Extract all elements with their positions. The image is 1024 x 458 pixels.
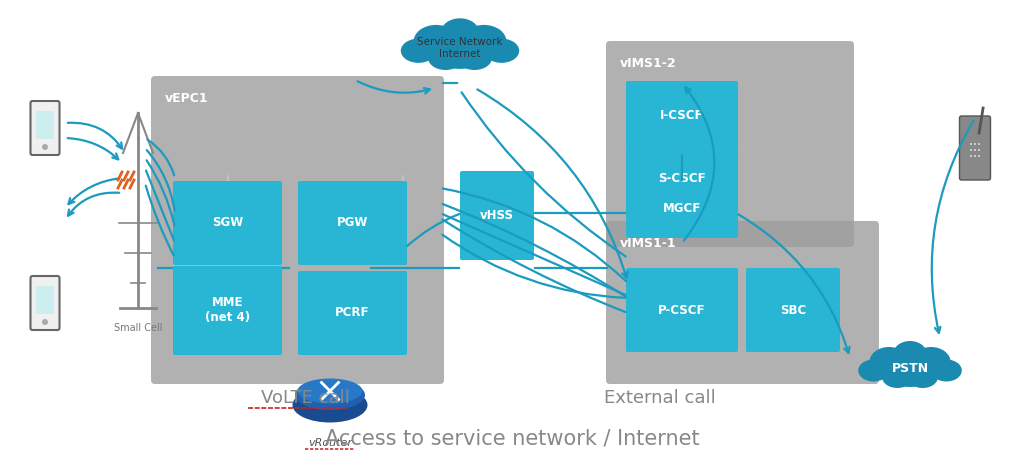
FancyBboxPatch shape: [606, 41, 854, 247]
FancyBboxPatch shape: [959, 116, 990, 180]
Ellipse shape: [400, 38, 436, 63]
Text: Service Network
Internet: Service Network Internet: [417, 37, 503, 59]
FancyBboxPatch shape: [626, 179, 738, 238]
Ellipse shape: [974, 155, 976, 157]
Text: vRouter: vRouter: [308, 438, 352, 448]
Ellipse shape: [907, 366, 938, 388]
Text: Access to service network / Internet: Access to service network / Internet: [325, 428, 699, 448]
Ellipse shape: [931, 360, 962, 382]
Ellipse shape: [428, 46, 463, 70]
Text: vIMS1-1: vIMS1-1: [620, 237, 677, 250]
Ellipse shape: [970, 143, 972, 145]
FancyBboxPatch shape: [626, 81, 738, 150]
FancyBboxPatch shape: [460, 171, 534, 260]
Text: PCRF: PCRF: [335, 306, 370, 320]
Ellipse shape: [295, 380, 365, 410]
Bar: [36, 111, 54, 139]
Text: Small Cell: Small Cell: [114, 323, 162, 333]
FancyBboxPatch shape: [298, 181, 407, 265]
Ellipse shape: [978, 143, 980, 145]
Ellipse shape: [858, 360, 889, 382]
Ellipse shape: [970, 155, 972, 157]
FancyBboxPatch shape: [626, 149, 738, 208]
Text: SGW: SGW: [212, 217, 243, 229]
Ellipse shape: [974, 143, 976, 145]
Text: PGW: PGW: [337, 217, 369, 229]
FancyBboxPatch shape: [173, 266, 282, 355]
Ellipse shape: [298, 378, 362, 403]
Text: VoLTE call: VoLTE call: [260, 389, 349, 407]
Text: MME
(net 4): MME (net 4): [205, 296, 250, 325]
FancyBboxPatch shape: [626, 268, 738, 352]
Ellipse shape: [970, 149, 972, 151]
Text: I-CSCF: I-CSCF: [660, 109, 703, 122]
Ellipse shape: [484, 38, 519, 63]
FancyBboxPatch shape: [746, 268, 840, 352]
Ellipse shape: [293, 387, 368, 422]
Text: External call: External call: [604, 389, 716, 407]
Text: vIMS1-2: vIMS1-2: [620, 57, 677, 70]
Text: MGCF: MGCF: [663, 202, 701, 215]
Ellipse shape: [457, 46, 492, 70]
Ellipse shape: [893, 341, 927, 367]
FancyBboxPatch shape: [606, 221, 879, 384]
Ellipse shape: [42, 319, 48, 325]
Text: S-CSCF: S-CSCF: [658, 172, 706, 185]
Text: SBC: SBC: [780, 304, 806, 316]
FancyBboxPatch shape: [298, 271, 407, 355]
FancyBboxPatch shape: [31, 101, 59, 155]
FancyBboxPatch shape: [31, 276, 59, 330]
Text: P-CSCF: P-CSCF: [658, 304, 706, 316]
Ellipse shape: [978, 149, 980, 151]
Ellipse shape: [42, 144, 48, 150]
Ellipse shape: [869, 347, 908, 377]
Bar: [36, 286, 54, 314]
Ellipse shape: [978, 155, 980, 157]
Ellipse shape: [462, 25, 507, 58]
Text: vHSS: vHSS: [480, 209, 514, 222]
Ellipse shape: [884, 349, 937, 387]
Ellipse shape: [882, 366, 912, 388]
Text: vEPC1: vEPC1: [165, 92, 209, 105]
Ellipse shape: [440, 18, 479, 47]
Ellipse shape: [414, 25, 459, 58]
Ellipse shape: [430, 27, 490, 69]
Ellipse shape: [911, 347, 950, 377]
FancyBboxPatch shape: [151, 76, 444, 384]
FancyBboxPatch shape: [173, 181, 282, 265]
Ellipse shape: [974, 149, 976, 151]
Text: PSTN: PSTN: [892, 361, 929, 375]
